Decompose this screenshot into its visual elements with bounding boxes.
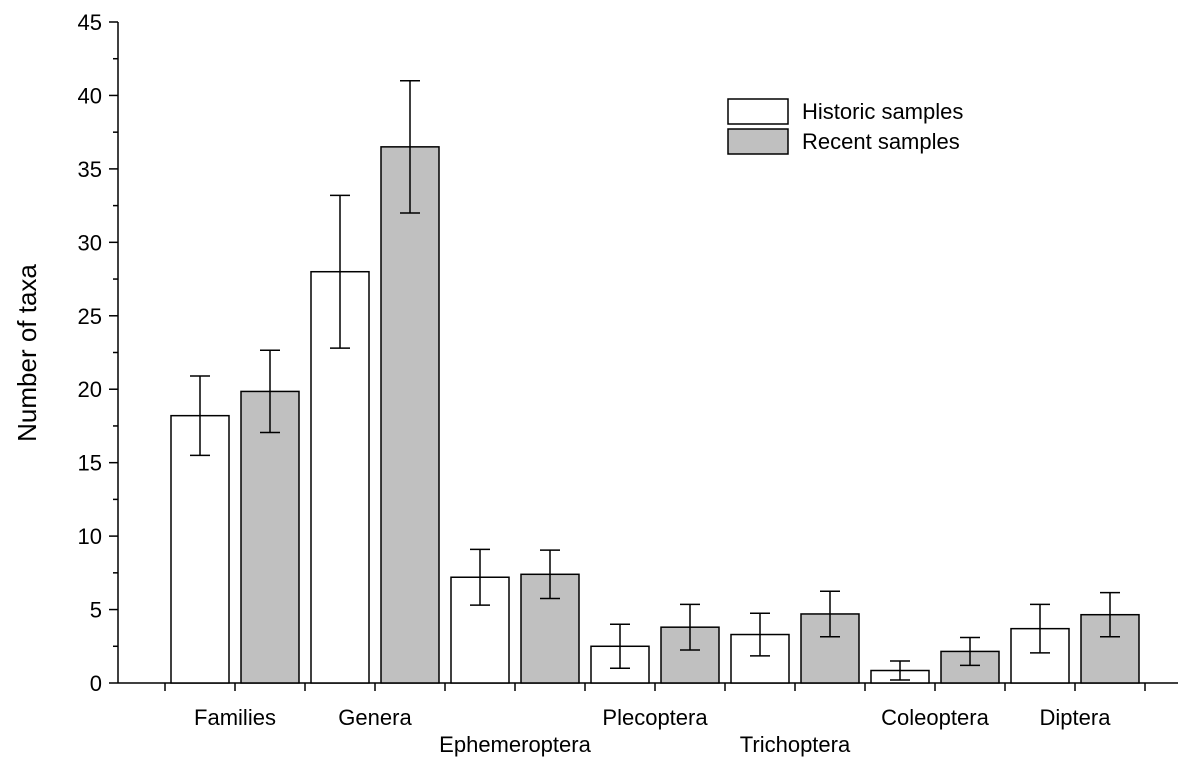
bar-recent	[240, 390, 300, 684]
x-axis	[118, 682, 1178, 691]
legend-swatch	[727, 98, 789, 125]
bars	[170, 146, 1140, 684]
legend-swatch	[727, 128, 789, 155]
legend-label: Recent samples	[802, 129, 960, 154]
y-tick-label: 20	[78, 377, 102, 402]
x-category-label: Ephemeroptera	[439, 732, 591, 757]
y-axis-label: Number of taxa	[12, 264, 42, 442]
y-tick-label: 45	[78, 10, 102, 35]
y-tick-label: 25	[78, 304, 102, 329]
legend-label: Historic samples	[802, 99, 963, 124]
y-tick-label: 0	[90, 671, 102, 696]
y-tick-label: 15	[78, 451, 102, 476]
bar-recent	[660, 626, 720, 684]
x-category-label: Genera	[338, 705, 412, 730]
legend: Historic samples Recent samples	[727, 98, 963, 155]
y-tick-label: 30	[78, 230, 102, 255]
error-bars	[190, 80, 1120, 681]
bar-recent	[380, 146, 440, 684]
y-tick-label: 35	[78, 157, 102, 182]
x-category-label: Coleoptera	[881, 705, 989, 730]
x-category-label: Trichoptera	[740, 732, 851, 757]
y-tick-label: 5	[90, 598, 102, 623]
y-tick-label: 10	[78, 524, 102, 549]
x-category-label: Diptera	[1040, 705, 1112, 730]
y-axis: 0 5 10 15 20 25 30 35 40 45	[78, 10, 119, 696]
y-tick-label: 40	[78, 83, 102, 108]
x-category-label: Families	[194, 705, 276, 730]
bar-historic	[170, 414, 230, 684]
category-labels: Families Genera Ephemeroptera Plecoptera Tri…	[194, 705, 1111, 757]
x-category-label: Plecoptera	[602, 705, 708, 730]
